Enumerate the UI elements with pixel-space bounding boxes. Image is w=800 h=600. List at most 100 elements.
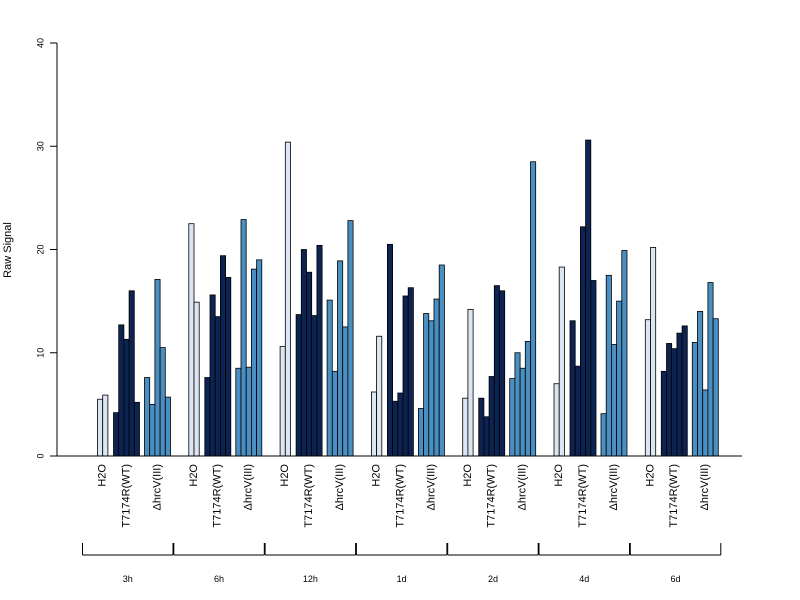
bar xyxy=(256,259,263,457)
y-tick-label: 20 xyxy=(35,244,45,254)
group-label: 3h xyxy=(123,574,133,584)
bar xyxy=(188,223,195,457)
group-label: 1d xyxy=(397,574,407,584)
bar xyxy=(370,391,377,457)
bar xyxy=(133,401,140,457)
bar xyxy=(402,295,409,457)
condition-label: H2O xyxy=(188,464,200,487)
group-brackets: 3h 6h 12h 1d 2d 4d 6d xyxy=(82,543,722,584)
bar xyxy=(569,320,576,457)
bar xyxy=(681,325,688,457)
condition-label: H2O xyxy=(371,464,383,487)
bar xyxy=(514,352,521,457)
bar xyxy=(144,377,151,457)
bar xyxy=(123,338,130,457)
bar xyxy=(209,294,216,457)
bar xyxy=(585,139,592,457)
bar xyxy=(530,161,537,457)
bar xyxy=(225,276,232,457)
bar xyxy=(483,416,490,457)
condition-label: ΔhrcV(III) xyxy=(425,464,437,510)
bar xyxy=(97,398,104,457)
bar xyxy=(347,220,354,457)
bar xyxy=(193,301,200,457)
condition-label: ΔhrcV(III) xyxy=(243,464,255,510)
bar xyxy=(392,400,399,457)
condition-label: T7174R(WT) xyxy=(486,464,498,528)
bar xyxy=(149,403,156,457)
bar xyxy=(712,318,719,457)
bar xyxy=(204,377,211,457)
bar xyxy=(467,308,474,457)
bar xyxy=(407,287,414,457)
bar xyxy=(524,340,531,457)
condition-label: T7174R(WT) xyxy=(394,464,406,528)
y-tick-label: 40 xyxy=(35,38,45,48)
y-axis-label: Raw Signal xyxy=(2,222,14,278)
group-label: 6h xyxy=(214,574,224,584)
bar xyxy=(337,260,344,457)
condition-label: ΔhrcV(III) xyxy=(608,464,620,510)
bar xyxy=(666,343,673,457)
bar xyxy=(284,141,291,457)
group-label: 12h xyxy=(303,574,318,584)
bar xyxy=(219,255,226,457)
bar xyxy=(250,268,257,457)
bar xyxy=(128,290,135,457)
bar xyxy=(306,271,313,457)
y-tick-label: 30 xyxy=(35,141,45,151)
bar xyxy=(644,319,651,457)
bar xyxy=(574,365,581,457)
bar xyxy=(417,408,424,457)
bar xyxy=(397,392,404,457)
bar xyxy=(605,274,612,457)
bar xyxy=(423,313,430,457)
bar xyxy=(214,316,221,457)
condition-label: H2O xyxy=(462,464,474,487)
condition-label: ΔhrcV(III) xyxy=(699,464,711,510)
bar xyxy=(311,315,318,457)
bar xyxy=(113,412,120,457)
bar xyxy=(616,300,623,457)
group-label: 4d xyxy=(579,574,589,584)
bar xyxy=(462,397,469,457)
bar xyxy=(428,320,435,457)
condition-label: T7174R(WT) xyxy=(120,464,132,528)
bar xyxy=(558,266,565,457)
condition-label: H2O xyxy=(97,464,109,487)
bar xyxy=(438,264,445,457)
bar xyxy=(279,346,286,457)
condition-labels: H2O T7174R(WT) ΔhrcV(III) H2O T7174R(WT) Δhrc… xyxy=(97,464,712,528)
condition-label: H2O xyxy=(644,464,656,487)
condition-label: ΔhrcV(III) xyxy=(334,464,346,510)
bar xyxy=(164,396,171,457)
bar xyxy=(671,348,678,457)
condition-label: T7174R(WT) xyxy=(212,464,224,528)
bar xyxy=(376,335,383,457)
bar xyxy=(621,250,628,457)
group-label: 2d xyxy=(488,574,498,584)
bar xyxy=(660,370,667,457)
bar xyxy=(590,280,597,457)
condition-label: T7174R(WT) xyxy=(303,464,315,528)
bar xyxy=(691,342,698,457)
bar xyxy=(102,394,109,457)
bar xyxy=(676,332,683,457)
bar xyxy=(650,247,657,457)
bar xyxy=(493,285,500,457)
bar xyxy=(553,383,560,457)
bar xyxy=(159,347,166,457)
condition-label: ΔhrcV(III) xyxy=(151,464,163,510)
bar xyxy=(509,378,516,457)
bars xyxy=(97,139,719,457)
bar xyxy=(519,367,526,457)
condition-label: ΔhrcV(III) xyxy=(517,464,529,510)
bar xyxy=(707,282,714,457)
condition-label: H2O xyxy=(279,464,291,487)
bar xyxy=(295,314,302,457)
y-tick-label: 0 xyxy=(35,453,45,458)
bar xyxy=(326,299,333,457)
bar xyxy=(386,243,393,457)
bar xyxy=(235,367,242,457)
